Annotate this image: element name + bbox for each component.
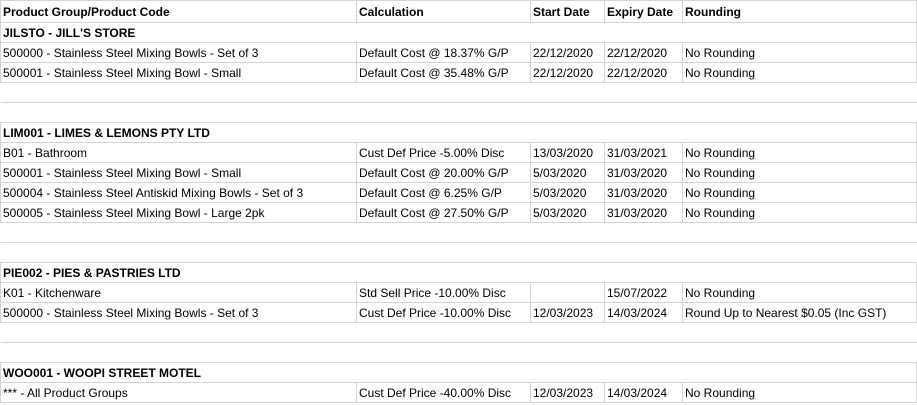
data-row: 500004 - Stainless Steel Antiskid Mixing… bbox=[0, 182, 917, 203]
cell: 31/03/2020 bbox=[604, 162, 683, 183]
cell: No Rounding bbox=[682, 42, 917, 63]
cell: 500005 - Stainless Steel Mixing Bowl - L… bbox=[0, 202, 357, 223]
group-title: PIE002 - PIES & PASTRIES LTD bbox=[0, 262, 917, 283]
blank-cell bbox=[0, 102, 917, 123]
cell: 500001 - Stainless Steel Mixing Bowl - S… bbox=[0, 162, 357, 183]
blank-row bbox=[0, 102, 917, 123]
group-row: PIE002 - PIES & PASTRIES LTD bbox=[0, 262, 917, 283]
cell: Default Cost @ 35.48% G/P bbox=[356, 62, 531, 83]
blank-row bbox=[0, 82, 917, 103]
header-row: Product Group/Product Code Calculation Sta… bbox=[0, 0, 917, 23]
data-row: 500005 - Stainless Steel Mixing Bowl - L… bbox=[0, 202, 917, 223]
group-row: WOO001 - WOOPI STREET MOTEL bbox=[0, 362, 917, 383]
cell: B01 - Bathroom bbox=[0, 142, 357, 163]
blank-row bbox=[0, 322, 917, 343]
cell: 15/07/2022 bbox=[604, 282, 683, 303]
cell: Cust Def Price -5.00% Disc bbox=[356, 142, 531, 163]
cell: 22/12/2020 bbox=[604, 42, 683, 63]
cell: 5/03/2020 bbox=[530, 182, 605, 203]
cell: No Rounding bbox=[682, 282, 917, 303]
blank-row bbox=[0, 222, 917, 243]
cell: Cust Def Price -40.00% Disc bbox=[356, 382, 531, 403]
column-header: Calculation bbox=[356, 0, 531, 23]
cell: 22/12/2020 bbox=[530, 42, 605, 63]
cell: K01 - Kitchenware bbox=[0, 282, 357, 303]
cell: 22/12/2020 bbox=[604, 62, 683, 83]
cell: No Rounding bbox=[682, 382, 917, 403]
cell: 500001 - Stainless Steel Mixing Bowl - S… bbox=[0, 62, 357, 83]
blank-cell bbox=[0, 322, 917, 343]
cell: 500004 - Stainless Steel Antiskid Mixing… bbox=[0, 182, 357, 203]
cell: 14/03/2024 bbox=[604, 382, 683, 403]
data-row: 500001 - Stainless Steel Mixing Bowl - S… bbox=[0, 62, 917, 83]
cell: 14/03/2024 bbox=[604, 302, 683, 323]
cell: 500000 - Stainless Steel Mixing Bowls - … bbox=[0, 302, 357, 323]
blank-row bbox=[0, 242, 917, 263]
cell: 13/03/2020 bbox=[530, 142, 605, 163]
cell: 500000 - Stainless Steel Mixing Bowls - … bbox=[0, 42, 357, 63]
cell: No Rounding bbox=[682, 182, 917, 203]
cell: No Rounding bbox=[682, 142, 917, 163]
column-header: Product Group/Product Code bbox=[0, 0, 357, 23]
data-row: *** - All Product Groups Cust Def Price -… bbox=[0, 382, 917, 403]
data-row: 500000 - Stainless Steel Mixing Bowls - … bbox=[0, 302, 917, 323]
column-header: Start Date bbox=[530, 0, 605, 23]
cell: Cust Def Price -10.00% Disc bbox=[356, 302, 531, 323]
cell: Default Cost @ 6.25% G/P bbox=[356, 182, 531, 203]
cell: Default Cost @ 20.00% G/P bbox=[356, 162, 531, 183]
cell: 12/03/2023 bbox=[530, 382, 605, 403]
cell: 5/03/2020 bbox=[530, 162, 605, 183]
data-row: K01 - Kitchenware Std Sell Price -10.00% … bbox=[0, 282, 917, 303]
cell: 12/03/2023 bbox=[530, 302, 605, 323]
cell: Round Up to Nearest $0.05 (Inc GST) bbox=[682, 302, 917, 323]
data-row: B01 - Bathroom Cust Def Price -5.00% Disc… bbox=[0, 142, 917, 163]
cell: Default Cost @ 18.37% G/P bbox=[356, 42, 531, 63]
cell: *** - All Product Groups bbox=[0, 382, 357, 403]
column-header: Expiry Date bbox=[604, 0, 683, 23]
group-row: JILSTO - JILL'S STORE bbox=[0, 22, 917, 43]
cell: 5/03/2020 bbox=[530, 202, 605, 223]
data-row: 500000 - Stainless Steel Mixing Bowls - … bbox=[0, 42, 917, 63]
blank-cell bbox=[0, 82, 917, 103]
cell: No Rounding bbox=[682, 162, 917, 183]
cell: 31/03/2020 bbox=[604, 182, 683, 203]
blank-row bbox=[0, 342, 917, 363]
group-row: LIM001 - LIMES & LEMONS PTY LTD bbox=[0, 122, 917, 143]
cell: Default Cost @ 27.50% G/P bbox=[356, 202, 531, 223]
data-row: 500001 - Stainless Steel Mixing Bowl - S… bbox=[0, 162, 917, 183]
cell: 31/03/2020 bbox=[604, 202, 683, 223]
cell: 31/03/2021 bbox=[604, 142, 683, 163]
group-title: LIM001 - LIMES & LEMONS PTY LTD bbox=[0, 122, 917, 143]
group-title: WOO001 - WOOPI STREET MOTEL bbox=[0, 362, 917, 383]
cell: No Rounding bbox=[682, 202, 917, 223]
group-title: JILSTO - JILL'S STORE bbox=[0, 22, 917, 43]
blank-cell bbox=[0, 242, 917, 263]
blank-cell bbox=[0, 222, 917, 243]
cell: 22/12/2020 bbox=[530, 62, 605, 83]
blank-cell bbox=[0, 342, 917, 363]
cell: No Rounding bbox=[682, 62, 917, 83]
cell: Std Sell Price -10.00% Disc bbox=[356, 282, 531, 303]
column-header: Rounding bbox=[682, 0, 917, 23]
empty-cell bbox=[530, 282, 605, 303]
